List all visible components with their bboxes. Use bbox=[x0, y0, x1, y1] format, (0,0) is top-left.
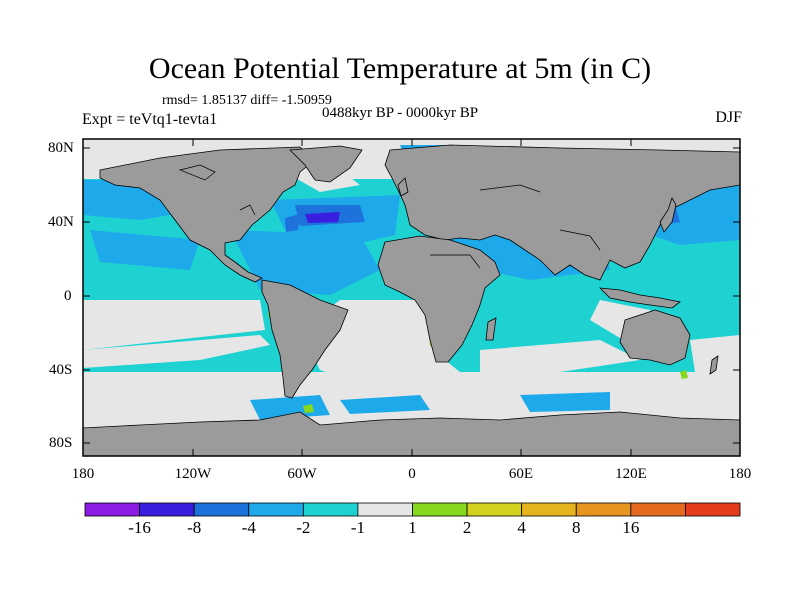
lat-label-80s: 80S bbox=[49, 435, 73, 451]
lat-label-80n: 80N bbox=[48, 140, 74, 156]
colorbar-swatch-3 bbox=[248, 502, 304, 517]
colorbar-swatch-10 bbox=[630, 502, 686, 517]
colorbar-swatch-5 bbox=[357, 502, 413, 517]
coastline-details bbox=[178, 164, 601, 269]
map-title: Ocean Potential Temperature at 5m (in C) bbox=[148, 52, 652, 85]
axis-ticks bbox=[83, 139, 740, 456]
colorbar-swatch-2 bbox=[193, 502, 250, 517]
land-masses bbox=[83, 144, 740, 456]
colorbar-label: -1 bbox=[350, 518, 365, 537]
lon-label-180e: 180 bbox=[728, 466, 752, 482]
colorbar-label: 16 bbox=[622, 518, 640, 537]
colorbar-swatch-4 bbox=[302, 502, 359, 517]
lat-label-40n: 40N bbox=[48, 214, 74, 230]
colorbar-label: 8 bbox=[572, 518, 581, 537]
stats-text: rmsd= 1.85137 diff= -1.50959 bbox=[162, 93, 332, 108]
colorbar-label: 2 bbox=[462, 518, 472, 537]
colorbar-swatch-8 bbox=[521, 502, 577, 517]
lat-label-0: 0 bbox=[64, 288, 72, 304]
lon-label-60w: 60W bbox=[287, 466, 317, 482]
lon-label-0: 0 bbox=[408, 466, 416, 482]
colorbar-swatch-6 bbox=[412, 502, 468, 517]
colorbar-label: -4 bbox=[241, 518, 256, 537]
colorbar-label: 1 bbox=[408, 518, 417, 537]
colorbar-label: -2 bbox=[296, 518, 311, 537]
lon-label-120w: 120W bbox=[174, 466, 212, 482]
colorbar bbox=[84, 502, 741, 517]
colorbar-swatch-0 bbox=[84, 502, 140, 517]
lon-label-120e: 120E bbox=[615, 466, 647, 482]
lat-label-40s: 40S bbox=[49, 362, 73, 378]
period-text: 0488kyr BP - 0000kyr BP bbox=[322, 105, 479, 121]
colorbar-swatch-1 bbox=[139, 502, 195, 517]
season-text: DJF bbox=[715, 109, 742, 126]
map-plot-area bbox=[83, 139, 740, 456]
colorbar-label: 4 bbox=[517, 518, 526, 537]
lon-label-180w: 180 bbox=[71, 466, 95, 482]
colorbar-swatch-7 bbox=[466, 502, 523, 517]
lon-label-60e: 60E bbox=[508, 466, 534, 482]
colorbar-label: -16 bbox=[128, 518, 151, 537]
colorbar-label: -8 bbox=[187, 518, 202, 537]
experiment-text: Expt = teVtq1-tevta1 bbox=[82, 111, 218, 128]
colorbar-swatch-9 bbox=[575, 502, 632, 517]
colorbar-swatch-11 bbox=[685, 502, 741, 517]
